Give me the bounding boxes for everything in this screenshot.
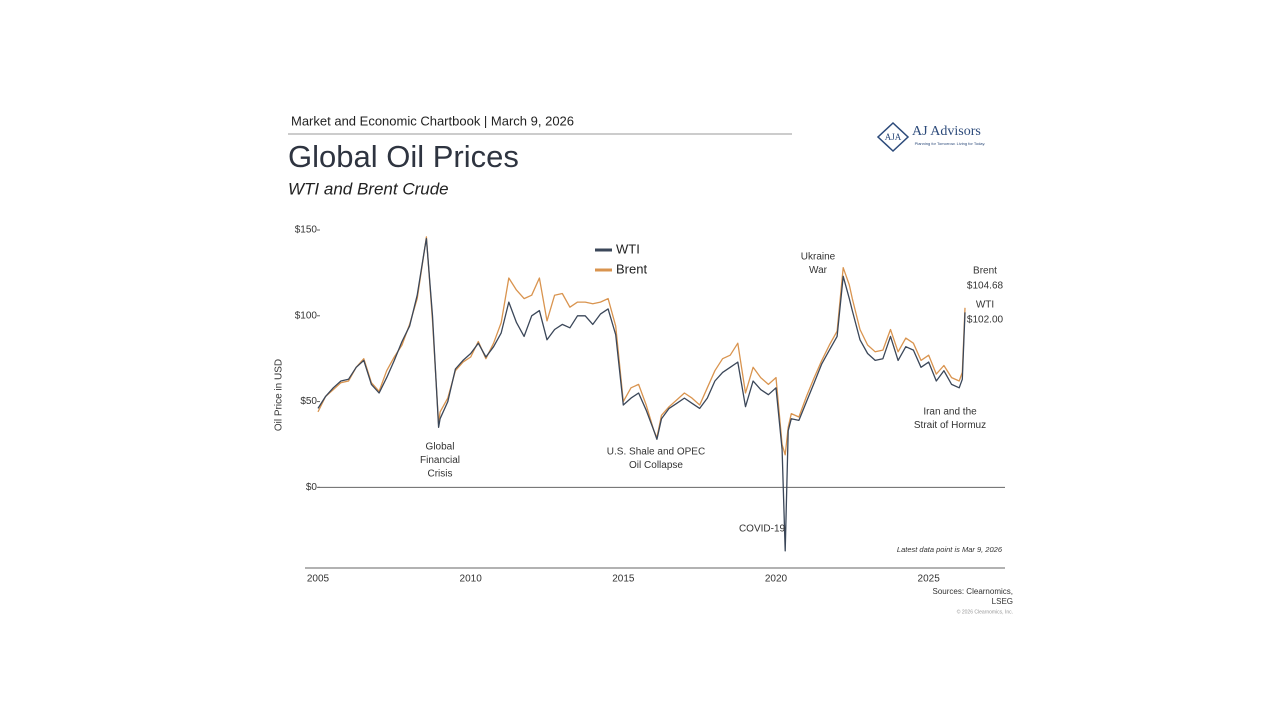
legend-label: Brent	[616, 261, 647, 276]
x-tick-label: 2005	[307, 574, 330, 585]
y-tick-label: $50	[300, 396, 317, 407]
end-label-name: WTI	[976, 300, 994, 311]
y-tick-label: $150	[295, 225, 318, 236]
annotation: Oil Collapse	[629, 460, 683, 471]
chart-subtitle: WTI and Brent Crude	[288, 179, 449, 198]
annotation: Global	[426, 442, 455, 453]
legend-label: WTI	[616, 241, 640, 256]
x-tick-label: 2010	[460, 574, 483, 585]
logo-tagline: Planning for Tomorrow. Living for Today.	[915, 141, 986, 146]
annotation: Ukraine	[801, 252, 836, 263]
annotation: Financial	[420, 455, 460, 466]
logo-name: AJ Advisors	[912, 124, 981, 139]
annotation: Strait of Hormuz	[914, 420, 986, 431]
copyright: © 2026 Clearnomics, Inc.	[957, 608, 1013, 615]
source: Sources: Clearnomics,	[933, 587, 1013, 596]
series-line	[317, 237, 966, 552]
source: LSEG	[992, 597, 1013, 606]
logo: AJA AJ Advisors Planning for Tomorrow. L…	[876, 121, 986, 153]
end-label-value: $102.00	[967, 315, 1004, 326]
annotation: U.S. Shale and OPEC	[607, 447, 705, 458]
x-tick-label: 2020	[765, 574, 788, 585]
annotation: COVID-19	[739, 524, 786, 535]
y-tick-label: $0	[306, 482, 318, 493]
x-tick-label: 2025	[918, 574, 941, 585]
logo-mark	[876, 121, 910, 153]
note: Latest data point is Mar 9, 2026	[897, 545, 1003, 554]
annotation: Iran and the	[923, 407, 977, 418]
chart-title: Global Oil Prices	[288, 139, 519, 174]
end-label-name: Brent	[973, 266, 997, 277]
x-tick-label: 2015	[612, 574, 635, 585]
logo-monogram: AJA	[885, 132, 902, 142]
y-axis-label: Oil Price in USD	[274, 359, 285, 431]
header: Market and Economic Chartbook | March 9,…	[291, 113, 574, 128]
end-label-value: $104.68	[967, 281, 1004, 292]
y-tick-label: $100	[295, 310, 318, 321]
annotation: War	[809, 265, 828, 276]
annotation: Crisis	[428, 469, 453, 480]
